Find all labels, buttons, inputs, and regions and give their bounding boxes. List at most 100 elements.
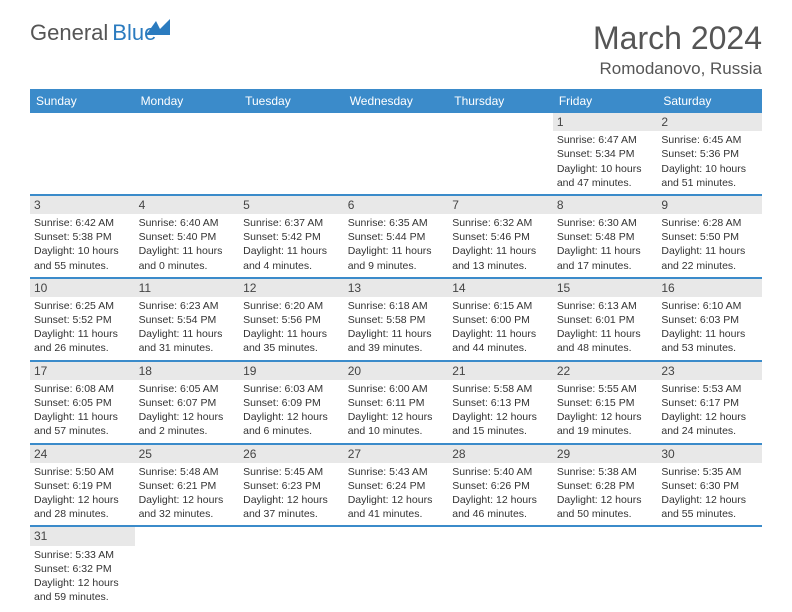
day-detail: Sunset: 5:58 PM [348,313,445,327]
calendar-day: 19Sunrise: 6:03 AMSunset: 6:09 PMDayligh… [239,361,344,444]
calendar-day: 30Sunrise: 5:35 AMSunset: 6:30 PMDayligh… [657,444,762,527]
day-detail: Daylight: 12 hours [348,410,445,424]
calendar-week: 17Sunrise: 6:08 AMSunset: 6:05 PMDayligh… [30,361,762,444]
day-header: Sunday [30,89,135,113]
calendar-day: 5Sunrise: 6:37 AMSunset: 5:42 PMDaylight… [239,195,344,278]
day-detail: and 57 minutes. [34,424,131,438]
day-detail: Daylight: 12 hours [557,493,654,507]
day-detail: and 6 minutes. [243,424,340,438]
calendar-day: 17Sunrise: 6:08 AMSunset: 6:05 PMDayligh… [30,361,135,444]
calendar-day: 27Sunrise: 5:43 AMSunset: 6:24 PMDayligh… [344,444,449,527]
day-detail: Daylight: 12 hours [243,410,340,424]
day-detail: Sunset: 6:32 PM [34,562,131,576]
calendar-day: 28Sunrise: 5:40 AMSunset: 6:26 PMDayligh… [448,444,553,527]
calendar-day-empty [135,526,240,608]
logo: GeneralBlue [30,20,156,46]
day-detail: Sunrise: 6:47 AM [557,133,654,147]
logo-text-part1: General [30,20,108,46]
day-detail: Sunrise: 6:03 AM [243,382,340,396]
day-number: 7 [448,196,553,214]
day-detail: Daylight: 12 hours [661,493,758,507]
day-detail: and 24 minutes. [661,424,758,438]
day-detail: Sunset: 5:40 PM [139,230,236,244]
calendar-day: 9Sunrise: 6:28 AMSunset: 5:50 PMDaylight… [657,195,762,278]
day-number: 14 [448,279,553,297]
calendar-day: 24Sunrise: 5:50 AMSunset: 6:19 PMDayligh… [30,444,135,527]
day-detail: Sunrise: 5:50 AM [34,465,131,479]
day-detail: Sunrise: 5:38 AM [557,465,654,479]
day-detail: Daylight: 12 hours [139,493,236,507]
day-detail: Sunset: 6:19 PM [34,479,131,493]
calendar-day-empty [135,113,240,195]
day-detail: Daylight: 10 hours [557,162,654,176]
day-detail: Sunrise: 6:23 AM [139,299,236,313]
day-detail: Sunrise: 5:48 AM [139,465,236,479]
day-detail: Sunrise: 5:55 AM [557,382,654,396]
month-title: March 2024 [593,20,762,57]
calendar-day-empty [448,526,553,608]
calendar-day: 26Sunrise: 5:45 AMSunset: 6:23 PMDayligh… [239,444,344,527]
day-detail: Sunrise: 6:20 AM [243,299,340,313]
day-detail: and 9 minutes. [348,259,445,273]
day-detail: and 4 minutes. [243,259,340,273]
day-detail: and 37 minutes. [243,507,340,521]
day-detail: Sunset: 6:03 PM [661,313,758,327]
calendar-day: 23Sunrise: 5:53 AMSunset: 6:17 PMDayligh… [657,361,762,444]
day-detail: Sunset: 6:21 PM [139,479,236,493]
day-detail: and 0 minutes. [139,259,236,273]
day-detail: Sunset: 5:36 PM [661,147,758,161]
calendar-day: 7Sunrise: 6:32 AMSunset: 5:46 PMDaylight… [448,195,553,278]
day-detail: Daylight: 12 hours [452,410,549,424]
day-detail: Sunset: 5:48 PM [557,230,654,244]
day-number: 5 [239,196,344,214]
day-detail: Sunset: 6:28 PM [557,479,654,493]
day-detail: and 51 minutes. [661,176,758,190]
day-detail: Sunset: 6:11 PM [348,396,445,410]
calendar-day: 15Sunrise: 6:13 AMSunset: 6:01 PMDayligh… [553,278,658,361]
day-detail: Sunset: 6:09 PM [243,396,340,410]
calendar-table: SundayMondayTuesdayWednesdayThursdayFrid… [30,89,762,608]
calendar-day-empty [553,526,658,608]
day-number: 21 [448,362,553,380]
days-of-week-row: SundayMondayTuesdayWednesdayThursdayFrid… [30,89,762,113]
day-number: 29 [553,445,658,463]
day-detail: Sunrise: 6:32 AM [452,216,549,230]
day-detail: Daylight: 11 hours [661,244,758,258]
day-detail: and 19 minutes. [557,424,654,438]
calendar-day: 13Sunrise: 6:18 AMSunset: 5:58 PMDayligh… [344,278,449,361]
day-detail: Sunrise: 6:00 AM [348,382,445,396]
calendar-week: 24Sunrise: 5:50 AMSunset: 6:19 PMDayligh… [30,444,762,527]
day-detail: Daylight: 12 hours [34,493,131,507]
calendar-day: 11Sunrise: 6:23 AMSunset: 5:54 PMDayligh… [135,278,240,361]
day-header: Tuesday [239,89,344,113]
calendar-day: 29 Sunrise: 5:38 AMSunset: 6:28 PMDayligh… [553,444,658,527]
day-detail: Sunset: 6:23 PM [243,479,340,493]
calendar-day: 22Sunrise: 5:55 AMSunset: 6:15 PMDayligh… [553,361,658,444]
day-detail: Sunrise: 6:37 AM [243,216,340,230]
day-detail: Daylight: 12 hours [557,410,654,424]
day-number: 10 [30,279,135,297]
day-detail: Sunset: 5:50 PM [661,230,758,244]
calendar-day-empty [448,113,553,195]
day-detail: Sunset: 6:00 PM [452,313,549,327]
calendar-week: 10Sunrise: 6:25 AMSunset: 5:52 PMDayligh… [30,278,762,361]
day-detail: Sunrise: 6:08 AM [34,382,131,396]
day-detail: and 28 minutes. [34,507,131,521]
day-number: 15 [553,279,658,297]
day-number: 25 [135,445,240,463]
day-header: Saturday [657,89,762,113]
calendar-body: 1Sunrise: 6:47 AMSunset: 5:34 PMDaylight… [30,113,762,608]
day-header: Monday [135,89,240,113]
calendar-day: 16Sunrise: 6:10 AMSunset: 6:03 PMDayligh… [657,278,762,361]
day-detail: Daylight: 11 hours [243,327,340,341]
day-number: 30 [657,445,762,463]
day-detail: and 53 minutes. [661,341,758,355]
day-detail: Sunrise: 5:40 AM [452,465,549,479]
day-detail: Sunset: 5:42 PM [243,230,340,244]
day-detail: and 48 minutes. [557,341,654,355]
calendar-day: 2Sunrise: 6:45 AMSunset: 5:36 PMDaylight… [657,113,762,195]
day-detail: Sunrise: 6:05 AM [139,382,236,396]
day-header: Thursday [448,89,553,113]
day-number: 12 [239,279,344,297]
day-detail: Sunrise: 6:25 AM [34,299,131,313]
